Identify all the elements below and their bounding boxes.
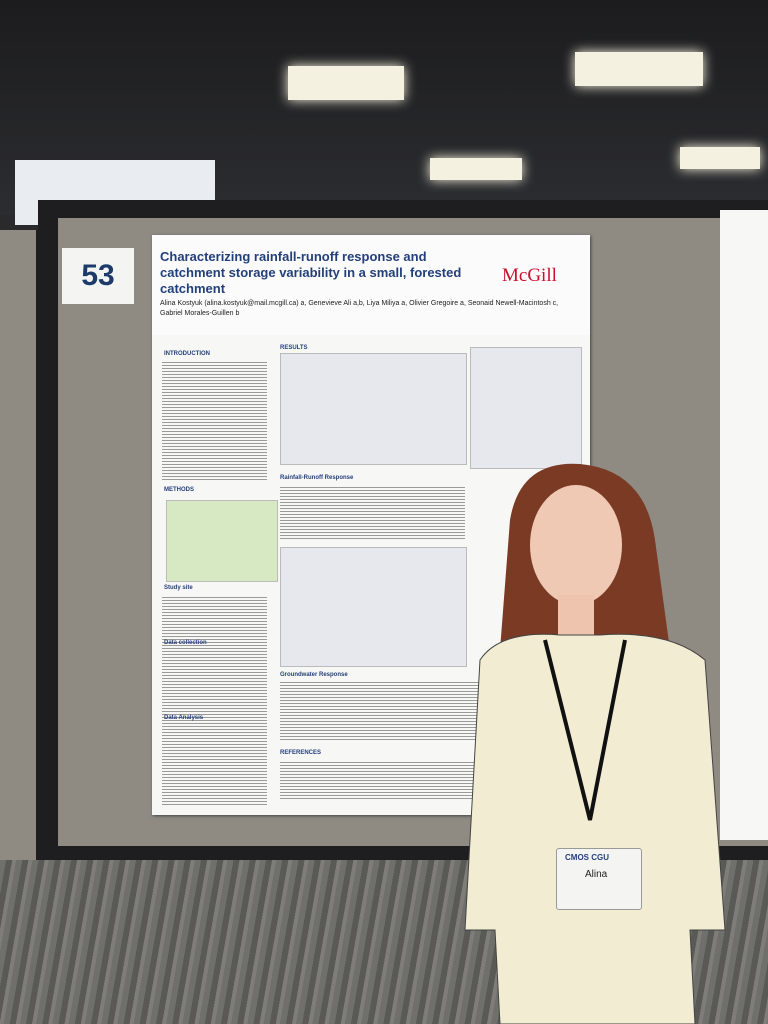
person	[464, 463, 726, 1024]
university-logo: McGill	[502, 265, 557, 286]
text-block	[162, 595, 267, 805]
plot-figure	[470, 347, 582, 469]
poster-authors: Alina Kostyuk (alina.kostyuk@mail.mcgill…	[160, 300, 559, 317]
ceiling-light	[288, 66, 404, 100]
section-heading: Data Analysis	[164, 715, 204, 721]
text-block	[280, 485, 465, 540]
hydrograph-figure	[280, 353, 467, 465]
poster-number: 53	[62, 248, 134, 304]
section-heading: RESULTS	[280, 345, 308, 351]
section-heading: REFERENCES	[280, 750, 322, 756]
name-badge: CMOS CGU Alina	[556, 848, 642, 910]
poster-header: Characterizing rainfall-runoff response …	[152, 235, 590, 335]
matrix-figure	[280, 547, 467, 667]
section-heading: METHODS	[164, 487, 194, 493]
section-heading: Data collection	[164, 640, 207, 646]
ceiling-light	[430, 158, 522, 180]
badge-event: CMOS CGU	[565, 853, 609, 862]
text-block	[162, 360, 267, 480]
section-heading: Study site	[164, 585, 193, 591]
shirt	[464, 633, 726, 1024]
poster-title: Characterizing rainfall-runoff response …	[160, 249, 462, 296]
neighbor-poster	[720, 210, 768, 840]
map-figure	[166, 500, 278, 582]
lanyard	[543, 639, 627, 821]
face	[530, 485, 622, 605]
badge-name: Alina	[585, 869, 608, 880]
section-heading: Groundwater Response	[280, 672, 348, 678]
section-heading: Rainfall-Runoff Response	[280, 475, 354, 481]
section-heading: INTRODUCTION	[164, 351, 210, 357]
ceiling-light	[680, 147, 760, 169]
neck	[558, 595, 594, 635]
neighbor-board	[0, 230, 44, 860]
ceiling-light	[575, 52, 703, 86]
